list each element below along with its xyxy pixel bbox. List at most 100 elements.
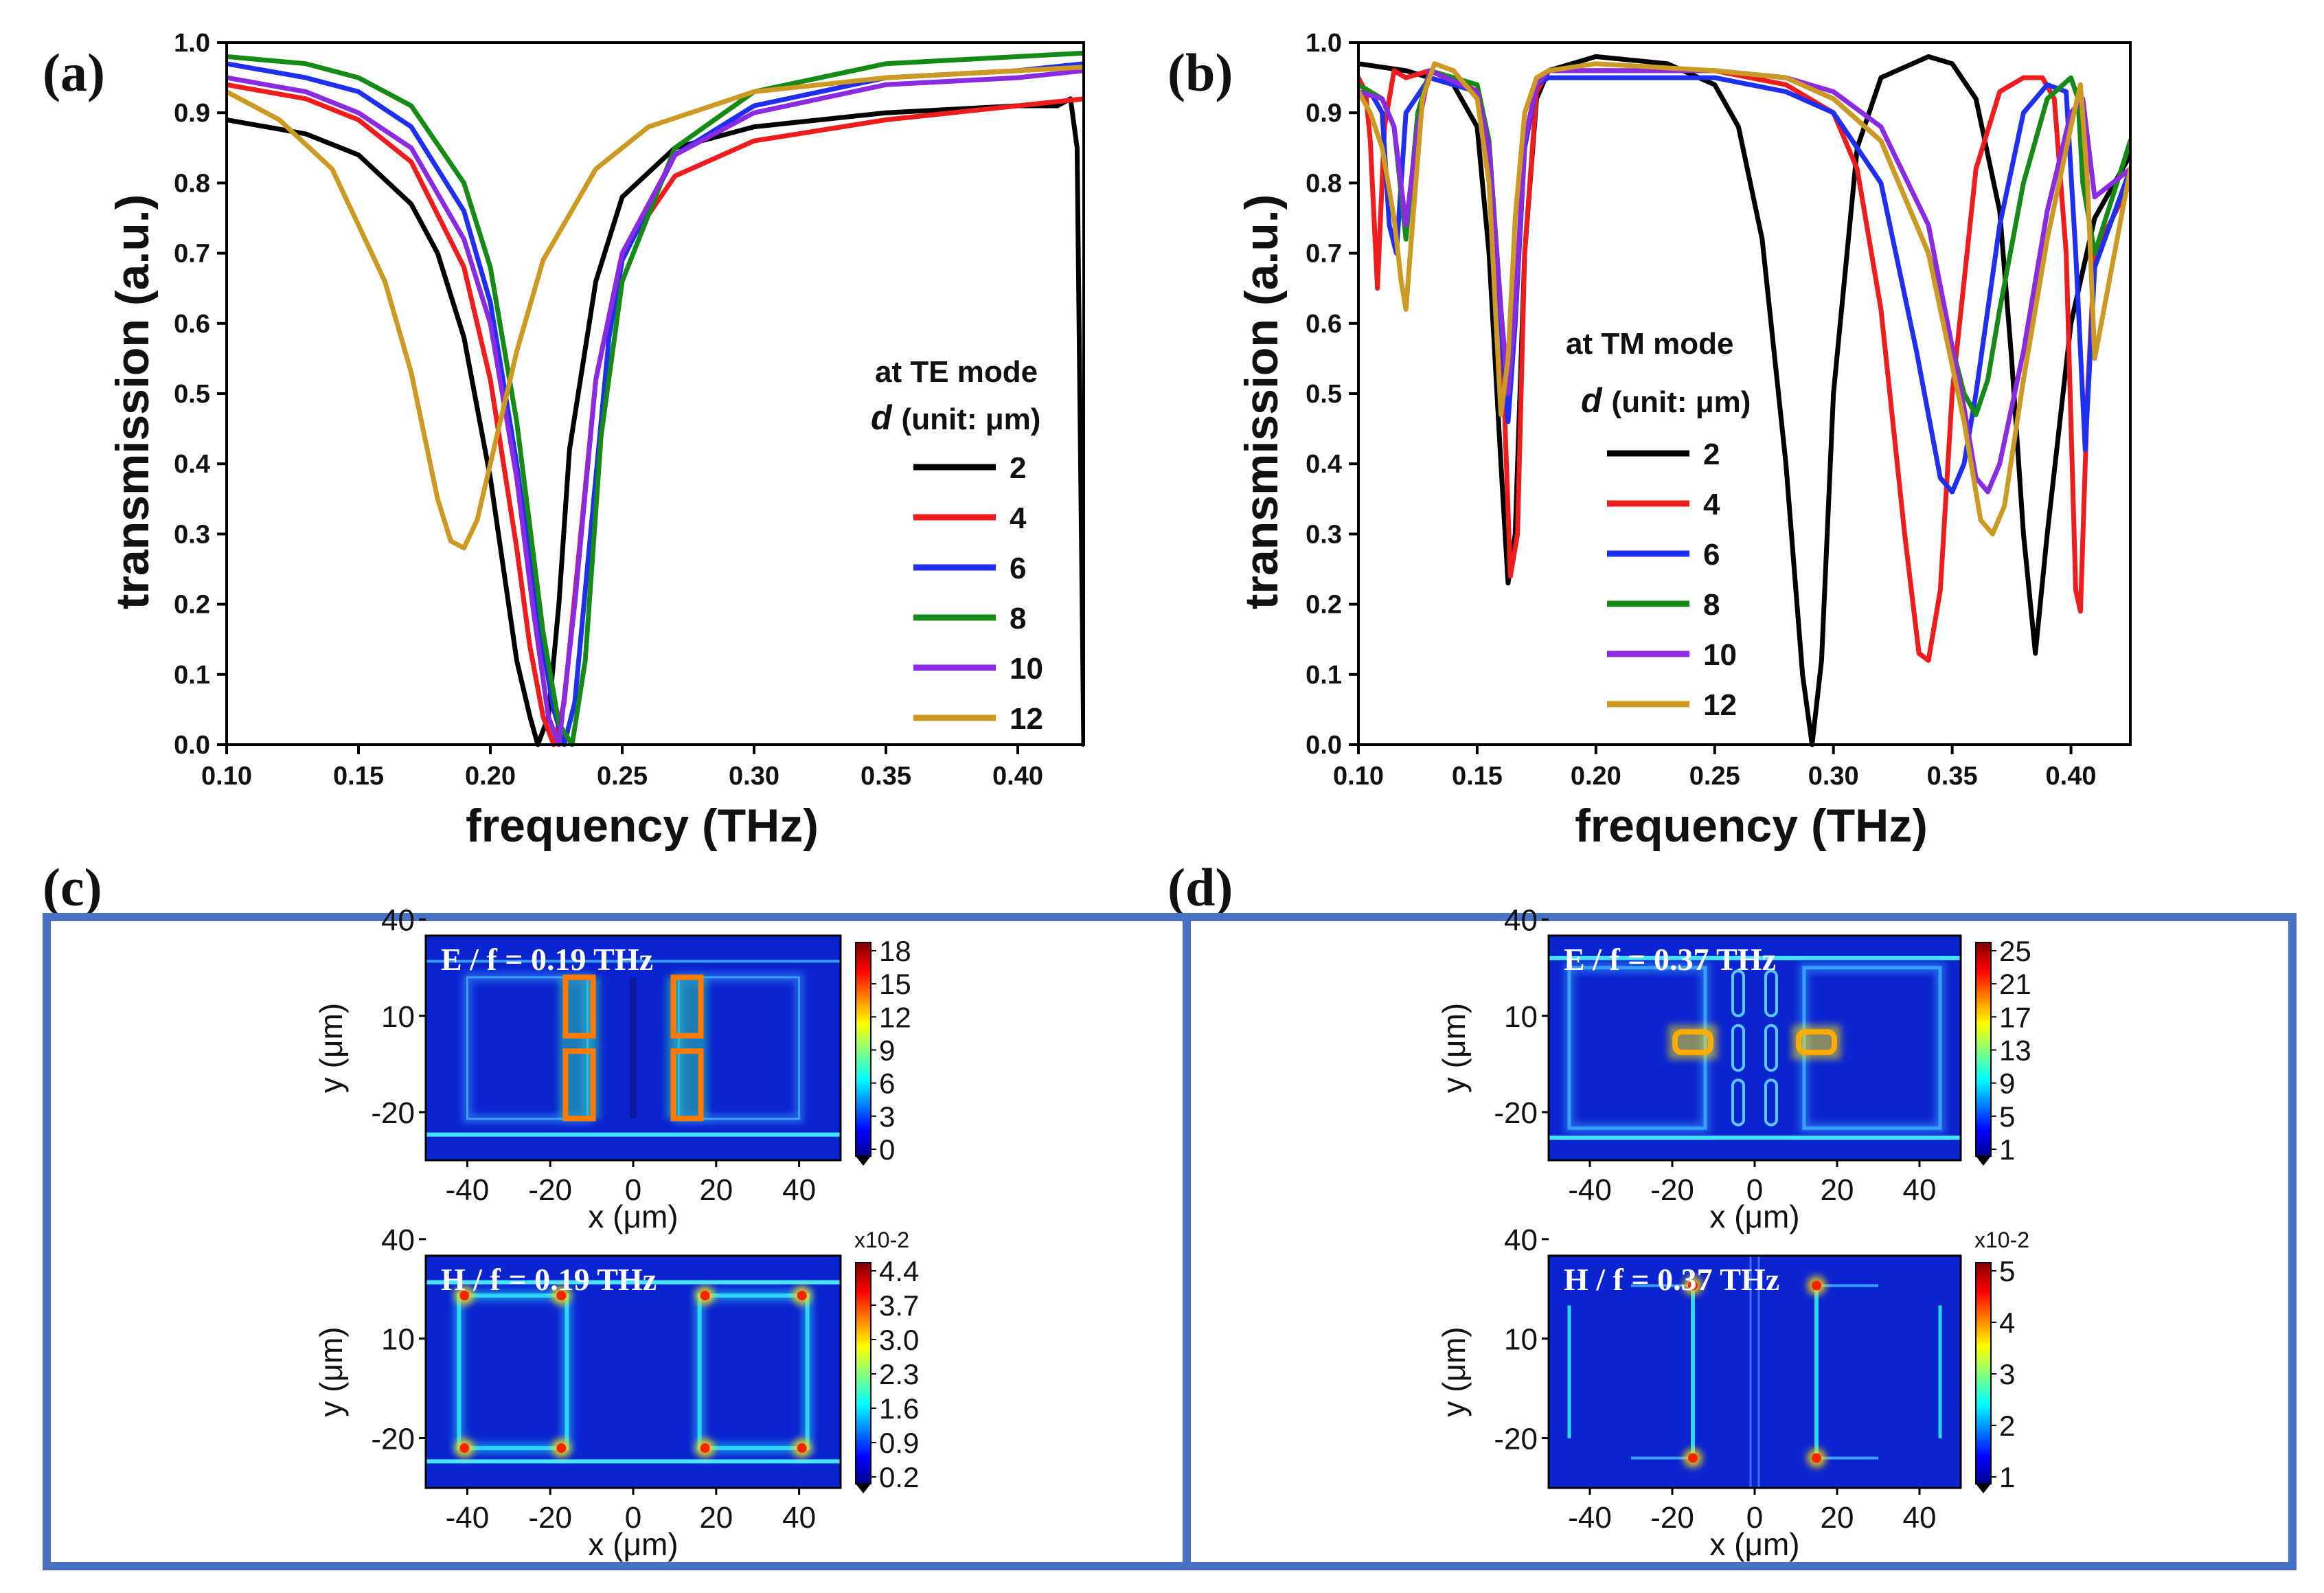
field-map-x-tick-label: 0 (1746, 1173, 1763, 1207)
chart-a-legend-label-4: 4 (1010, 501, 1027, 535)
field-map-x-label: x (μm) (588, 1199, 678, 1234)
colorbar-tick-label: 1 (1999, 1133, 2015, 1166)
field-map-x-tick-label: 40 (782, 1501, 816, 1535)
panel-label-a: (a) (43, 43, 105, 102)
colorbar-arrow (1976, 1484, 1991, 1493)
field-map-title: E / f = 0.37 THz (1564, 942, 1776, 977)
chart-a-x-tick-label: 0.10 (201, 762, 252, 791)
field-map-x-tick-label: -20 (1650, 1501, 1694, 1535)
chart-a-series-line-8 (227, 50, 1084, 747)
field-map-x-tick-label: 20 (699, 1173, 733, 1207)
field-map-y-tick-label: -20 (1494, 1423, 1538, 1456)
chart-a-legend-label-6: 6 (1010, 552, 1026, 585)
field-hotspot (700, 1290, 710, 1300)
chart-a-legend-label-12: 12 (1010, 702, 1043, 736)
field-hotspot (700, 1443, 710, 1454)
chart-a-y-tick-label: 0.5 (174, 380, 210, 409)
panel-label-c: (c) (43, 857, 102, 917)
chart-a-y-tick-label: 0.2 (174, 591, 210, 620)
chart-b-x-tick-label: 0.10 (1333, 762, 1384, 791)
field-map-y-tick-label: 40 (1504, 1223, 1538, 1257)
field-map-y-tick-label: 10 (1504, 1000, 1538, 1034)
chart-b-legend-label-6: 6 (1703, 538, 1720, 572)
chart-a-legend-mode: at TE mode (875, 355, 1038, 389)
chart-b-x-tick-label: 0.20 (1571, 762, 1621, 791)
field-center-strip (1731, 969, 1745, 1017)
field-hotspot (1688, 1280, 1698, 1291)
field-center-strip (1731, 1078, 1745, 1127)
colorbar-tick-label: 2 (1999, 1410, 2015, 1442)
field-bar-upper (562, 974, 596, 1039)
field-map-x-label: x (μm) (1709, 1526, 1799, 1562)
field-map-x-tick-label: 20 (699, 1501, 733, 1535)
field-map-x-label: x (μm) (1709, 1199, 1799, 1234)
field-map-x-tick-label: 40 (782, 1173, 816, 1207)
field-map-title: H / f = 0.19 THz (441, 1262, 657, 1297)
colorbar (1975, 1262, 1992, 1484)
field-map-background (1549, 936, 1961, 1160)
chart-b-x-axis-label: frequency (THz) (1575, 800, 1928, 852)
chart-a: 0.10 0.15 0.20 0.25 0.30 0.35 0.40 0.0 0.1 0.2 0.3… (106, 29, 1085, 852)
chart-b-y-tick-label: 0.4 (1306, 450, 1342, 479)
chart-b-legend-mode: at TM mode (1566, 327, 1733, 361)
field-bar-upper (670, 974, 704, 1039)
chart-b-y-tick-label: 0.2 (1306, 591, 1342, 620)
colorbar-arrow (856, 1484, 871, 1493)
chart-a-y-tick-label: 1.0 (174, 29, 210, 58)
chart-b-legend-unit-row: d (unit: μm) (1581, 381, 1751, 420)
colorbar (855, 942, 872, 1157)
chart-a-y-tick-label: 0.4 (174, 450, 210, 479)
field-ring (457, 1293, 569, 1451)
chart-b-y-tick-label: 0.0 (1306, 731, 1342, 760)
chart-a-x-tick-label: 0.20 (465, 762, 516, 791)
chart-b-y-tick-label: 0.6 (1306, 310, 1342, 339)
field-center-strip (1764, 969, 1778, 1017)
field-bar-lower (562, 1048, 596, 1122)
chart-b-legend-d: d (1581, 381, 1603, 420)
chart-b-y-tick-label: 1.0 (1306, 29, 1342, 58)
colorbar-tick-label: 0.2 (879, 1461, 919, 1493)
field-map-x-tick-label: 0 (625, 1501, 641, 1535)
colorbar-arrow (1976, 1156, 1991, 1166)
field-center-strip (1731, 1024, 1745, 1072)
chart-a-y-tick-label: 0.3 (174, 520, 210, 549)
chart-b-x-tick-label: 0.30 (1808, 762, 1859, 791)
chart-a-y-tick-label: 0.1 (174, 661, 210, 690)
field-hotspot (1688, 1453, 1698, 1463)
chart-a-ticks: 0.10 0.15 0.20 0.25 0.30 0.35 0.40 0.0 0.1 0.2 0.3… (174, 29, 1043, 791)
chart-b-y-tick-label: 0.5 (1306, 380, 1342, 409)
colorbar-tick-label: 5 (1999, 1255, 2015, 1287)
chart-a-legend-label-10: 10 (1010, 652, 1043, 686)
chart-b-x-tick-label: 0.35 (1927, 762, 1978, 791)
field-map-pattern (426, 956, 841, 1140)
field-map-x-tick-label: -40 (446, 1501, 490, 1535)
colorbar-tick-label: 3 (879, 1100, 895, 1133)
chart-a-y-tick-label: 0.0 (174, 731, 210, 760)
chart-a-legend-d: d (871, 398, 893, 437)
chart-b: 0.10 0.15 0.20 0.25 0.30 0.35 0.40 0.0 0.1 0.2 0.3… (1235, 29, 2132, 852)
colorbar-tick-label: 9 (879, 1035, 895, 1067)
colorbar-tick-label: 12 (879, 1001, 911, 1033)
colorbar-tick-label: 3 (1999, 1358, 2015, 1390)
chart-a-x-axis-label: frequency (THz) (466, 800, 819, 852)
chart-b-y-axis-label: transmission (a.u.) (1235, 194, 1288, 610)
field-gap-hotspot-halo (1668, 1025, 1718, 1060)
chart-b-legend-label-4: 4 (1703, 488, 1720, 521)
field-map-y-label: y (μm) (313, 1326, 349, 1416)
chart-b-legend: at TM mode d (unit: μm) 2 4 6 8 10 12 (1566, 327, 1751, 722)
chart-a-y-axis-label: transmission (a.u.) (106, 194, 159, 610)
colorbar-exponent: x10-2 (1974, 1228, 2029, 1252)
field-map-x-tick-label: 40 (1903, 1173, 1937, 1207)
chart-a-x-tick-label: 0.30 (729, 762, 779, 791)
field-map-pattern (1564, 1256, 1946, 1488)
colorbar-exponent: x10-2 (854, 1228, 909, 1252)
colorbar-tick-label: 4.4 (879, 1255, 919, 1287)
field-map-x-tick-label: 20 (1821, 1173, 1854, 1207)
field-map-x-tick-label: -40 (1568, 1173, 1612, 1207)
colorbar-tick-label: 1 (1999, 1461, 2015, 1493)
chart-a-series-line-12 (227, 65, 1084, 551)
panel-d-frame (1183, 913, 2297, 1570)
chart-b-x-tick-label: 0.40 (2046, 762, 2097, 791)
field-map-y-tick-label: -20 (371, 1423, 415, 1456)
